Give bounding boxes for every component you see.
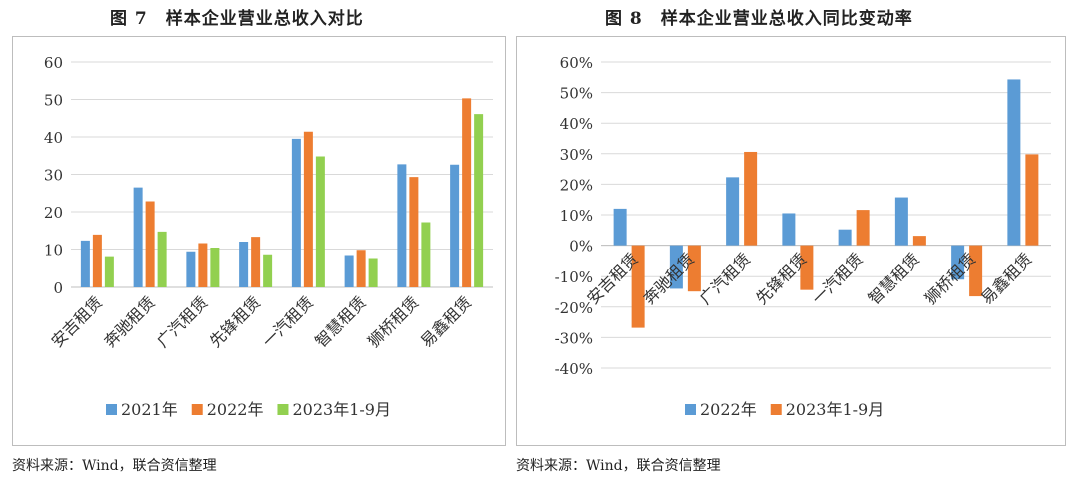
bar-1-s2-c2 [210,248,220,287]
x-category-label: 狮桥租赁 [364,292,423,351]
bar-2-s1-c0 [631,245,645,328]
legend-swatch [191,404,203,415]
y-tick-label: 50% [560,85,593,103]
chart2-plot: -40%-30%-20%-10%0%10%20%30%40%50%60%安吉租赁… [555,54,1051,419]
bar-1-s0-c2 [186,251,196,287]
y-tick-label: -20% [555,299,593,317]
y-tick-label: 0 [53,279,63,297]
bar-1-s2-c3 [263,254,273,287]
y-tick-label: 60 [44,54,63,72]
bar-1-s0-c3 [239,242,249,287]
legend-label: 2021年 [121,400,178,419]
bar-1-s1-c1 [145,201,155,287]
bar-2-s1-c3 [800,245,814,290]
legend-swatch [277,404,289,415]
x-category-label: 广汽租赁 [696,249,755,308]
x-category-label: 易鑫租赁 [977,249,1036,308]
x-category-label: 广汽租赁 [153,292,212,351]
y-tick-label: -40% [555,360,593,378]
legend-label: 2022年 [700,400,757,419]
y-tick-label: 20 [44,204,63,222]
chart2-source: 资料来源：Wind，联合资信整理 [516,458,721,474]
bar-2-s1-c4 [856,210,870,246]
bar-1-s0-c7 [450,164,460,287]
chart1-title: 图 7 样本企业营业总收入对比 [110,9,364,29]
bar-1-s2-c4 [315,156,325,287]
bar-2-s1-c5 [912,236,926,246]
chart2-title: 图 8 样本企业营业总收入同比变动率 [605,9,913,29]
y-tick-label: 60% [560,54,593,72]
bar-2-s0-c4 [838,229,852,246]
legend-swatch [770,404,782,415]
bar-1-s0-c1 [133,187,143,287]
bar-2-s1-c6 [969,245,983,297]
bar-2-s0-c2 [726,177,740,246]
bar-1-s2-c0 [104,256,114,287]
bar-1-s2-c6 [421,222,431,287]
y-tick-label: 50 [44,92,63,110]
x-category-label: 一汽租赁 [808,249,867,308]
x-category-label: 易鑫租赁 [417,292,476,351]
chart1-source: 资料来源：Wind，联合资信整理 [12,458,217,474]
y-tick-label: 40 [44,129,63,147]
legend-swatch [106,404,117,415]
legend-label: 2023年1-9月 [786,400,885,419]
y-tick-label: 40% [560,115,593,133]
chart1-frame: 0 10 20 30 40 50 60 安吉租赁 奔驰租赁 广汽租赁 先锋租赁 一汽租赁 智慧租赁 狮桥租… [12,36,506,446]
y-tick-label: -10% [555,268,593,286]
bar-1-s1-c6 [409,177,419,287]
chart2-frame: -40% -30% -20% -10% 0% 10% 20% 30% 40% 50% 60% 安吉租赁… [516,36,1066,446]
bar-1-s1-c2 [198,243,208,287]
x-category-label: 先锋租赁 [206,292,265,351]
bar-1-s2-c7 [474,114,484,287]
legend-label: 2022年 [207,400,264,419]
x-category-label: 一汽租赁 [259,292,318,351]
y-tick-label: 20% [560,176,593,194]
legend-swatch [685,404,696,415]
y-tick-label: 0% [569,238,593,256]
bar-2-s0-c5 [894,197,908,246]
y-tick-label: 30 [44,167,63,185]
bar-2-s0-c0 [613,208,627,246]
bar-1-s0-c0 [80,240,90,287]
y-tick-label: 30% [560,146,593,164]
bar-1-s0-c6 [397,164,407,287]
bar-2-s0-c6 [951,245,965,280]
bar-1-s2-c5 [368,258,378,287]
bar-2-s0-c3 [782,213,796,246]
bar-2-s1-c7 [1025,154,1039,246]
bar-2-s0-c1 [669,245,683,289]
bar-1-s1-c5 [356,250,366,287]
bar-1-s0-c5 [344,255,354,287]
x-category-label: 智慧租赁 [865,249,924,308]
y-tick-label: 10 [44,242,63,260]
bar-2-s1-c2 [744,151,758,246]
x-category-label: 奔驰租赁 [100,292,159,351]
bar-1-s2-c1 [157,231,167,287]
bar-2-s0-c7 [1007,79,1021,246]
y-tick-label: 10% [560,207,593,225]
bar-1-s0-c4 [291,138,301,287]
x-category-label: 智慧租赁 [311,292,370,351]
bar-1-s1-c0 [92,234,102,287]
chart1-plot: 0 10 20 30 40 50 60 安吉租赁奔驰租赁广汽租赁先锋租赁一汽租赁智慧租赁狮桥租… [44,54,493,419]
bar-2-s1-c1 [687,245,701,292]
bar-1-s1-c3 [251,237,261,287]
x-category-label: 安吉租赁 [48,292,107,351]
y-tick-label: -30% [555,329,593,347]
bar-1-s1-c4 [303,131,313,287]
legend-label: 2023年1-9月 [292,400,391,419]
bar-1-s1-c7 [462,98,472,287]
